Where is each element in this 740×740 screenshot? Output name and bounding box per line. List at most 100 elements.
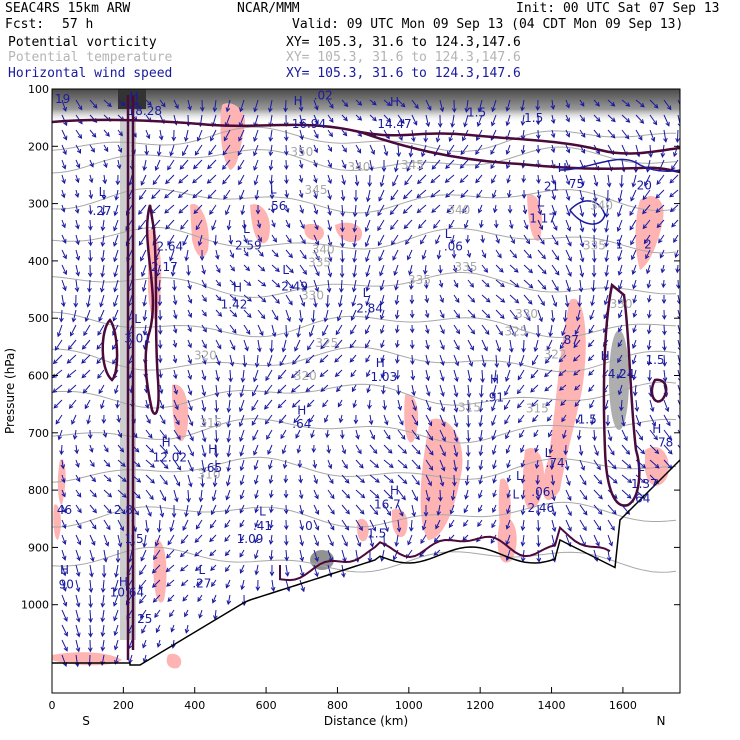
wind-vector xyxy=(423,279,429,290)
wind-vector xyxy=(282,459,288,470)
wind-vector xyxy=(299,294,306,307)
wind-vector xyxy=(53,399,63,409)
wind-vector xyxy=(478,504,483,513)
wind-vector xyxy=(669,189,679,198)
wind-vector xyxy=(416,174,427,185)
wind-vector xyxy=(646,264,651,275)
wind-vector xyxy=(325,429,330,439)
theta-label: 345 xyxy=(305,183,328,197)
wind-vector xyxy=(214,384,220,398)
wind-vector xyxy=(607,444,615,456)
wind-vector xyxy=(390,189,399,201)
wind-vector xyxy=(459,174,469,184)
wind-vector xyxy=(100,399,105,410)
wind-vector xyxy=(420,234,427,245)
wind-vector xyxy=(478,414,483,428)
wind-vector xyxy=(194,144,203,156)
wind-vector xyxy=(444,174,455,183)
wind-vector xyxy=(551,264,560,276)
wind-vector xyxy=(565,174,571,186)
wind-vector xyxy=(238,129,245,142)
wind-vector xyxy=(453,339,460,351)
wind-vector xyxy=(463,504,469,514)
x-tick-label: 1400 xyxy=(538,699,566,712)
wind-vector xyxy=(492,504,497,513)
wind-vector xyxy=(445,159,455,170)
wind-vector xyxy=(267,354,273,368)
wind-vector xyxy=(558,354,567,363)
wind-vector xyxy=(460,189,469,199)
wind-vector xyxy=(593,114,601,123)
wind-vector xyxy=(439,324,445,335)
wind-vector xyxy=(617,354,623,364)
wind-vector xyxy=(327,189,332,201)
wind-vector xyxy=(187,459,194,473)
wind-vector xyxy=(592,234,597,249)
wind-vector xyxy=(577,294,583,308)
wind-vector xyxy=(663,129,668,143)
wind-vector xyxy=(378,189,385,202)
wind-vector xyxy=(206,174,217,184)
wind-vector xyxy=(285,294,293,306)
wind-vector xyxy=(395,354,400,365)
contour-annotation: H xyxy=(490,373,499,387)
wind-vector xyxy=(239,99,245,113)
wind-vector xyxy=(299,219,305,230)
wind-vector xyxy=(182,519,189,531)
wind-vector xyxy=(89,504,97,514)
wind-vector xyxy=(590,414,595,426)
wind-vector xyxy=(299,549,305,562)
contour-annotation: 12.02 xyxy=(153,450,187,464)
wind-vector xyxy=(283,504,289,515)
wind-vector xyxy=(411,504,416,518)
wind-vector xyxy=(257,339,262,353)
wind-vector xyxy=(341,489,351,499)
contour-annotation: H xyxy=(376,356,385,370)
contour-annotation: .27 xyxy=(192,577,211,591)
wind-vector xyxy=(536,534,541,548)
wind-vector xyxy=(593,129,601,139)
wind-vector xyxy=(283,534,289,546)
wind-vector xyxy=(445,189,455,198)
wind-vector xyxy=(228,369,233,383)
contour-annotation: L xyxy=(243,222,250,236)
wind-vector xyxy=(173,429,181,441)
wind-vector xyxy=(439,384,445,398)
wind-vector xyxy=(313,129,319,139)
wind-vector xyxy=(117,474,127,483)
wind-vector xyxy=(87,429,93,440)
wind-vector xyxy=(369,459,380,469)
wind-vector xyxy=(299,534,304,547)
wind-vector xyxy=(61,639,68,652)
wind-vector xyxy=(490,534,497,544)
wind-vector xyxy=(579,189,585,202)
wind-vector xyxy=(60,204,66,213)
wind-vector xyxy=(548,444,554,455)
wind-vector xyxy=(327,219,333,232)
wind-vector xyxy=(243,279,252,287)
wind-vector xyxy=(425,474,432,487)
wind-vector xyxy=(145,444,155,454)
model-title: SEAC4RS 15km ARW xyxy=(5,1,131,16)
wind-vector xyxy=(179,549,189,558)
wind-vector xyxy=(88,594,93,609)
pv-column-shade-east xyxy=(609,330,629,430)
wind-vector xyxy=(634,399,640,413)
wind-vector xyxy=(310,309,316,324)
pv-contour xyxy=(52,118,680,155)
wind-vector xyxy=(449,504,455,515)
wind-vector xyxy=(224,549,231,557)
wind-vector xyxy=(308,414,315,424)
wind-vector xyxy=(325,294,331,309)
wind-vector xyxy=(409,324,415,334)
pv-anomaly-fill xyxy=(172,384,189,442)
wind-vector xyxy=(207,159,217,170)
wind-vector xyxy=(187,369,193,380)
wind-vector xyxy=(187,429,194,442)
wind-vector xyxy=(520,519,526,532)
wind-vector xyxy=(589,309,595,321)
wind-vector xyxy=(537,219,544,231)
wind-vector xyxy=(169,249,175,262)
wind-vector xyxy=(677,309,680,320)
wind-vector xyxy=(173,99,179,110)
